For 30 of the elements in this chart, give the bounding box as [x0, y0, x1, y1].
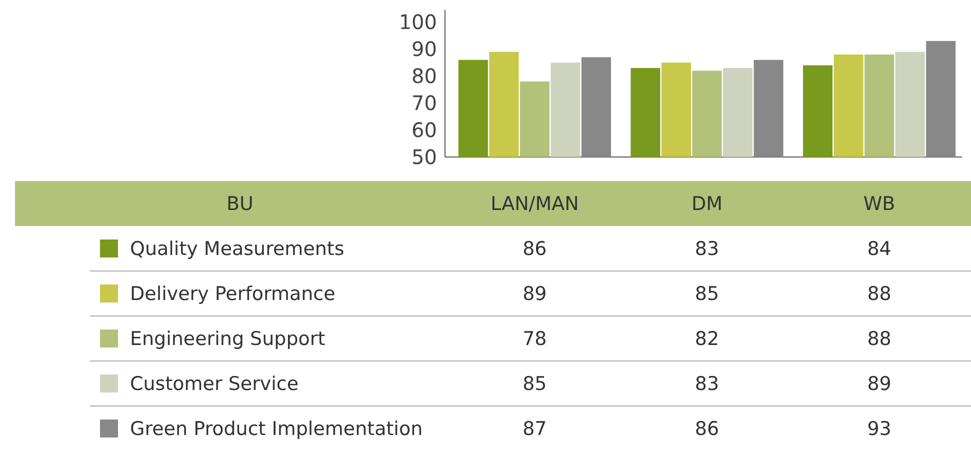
x-tick-label: DM [691, 193, 723, 216]
data-label: 88 [867, 283, 892, 306]
x-tick-label: LAN/MAN [490, 193, 579, 216]
y-tick-label: 80 [412, 64, 437, 88]
y-tick-label: 60 [412, 118, 437, 142]
data-label: 93 [867, 418, 892, 440]
y-tick-label: 50 [412, 145, 437, 169]
data-label: 86 [694, 418, 720, 440]
y-tick-label: 70 [412, 91, 437, 116]
data-label: 88 [867, 328, 892, 350]
data-label: 85 [694, 283, 720, 306]
data-label: 78 [522, 328, 547, 350]
data-label: 85 [522, 373, 547, 396]
data-label: 83 [694, 238, 720, 260]
data-label: 89 [867, 373, 892, 396]
x-tick-label: WB [863, 193, 896, 216]
legend-label: Green Product Implementation [130, 418, 423, 440]
legend-label: Quality Measurements [130, 238, 344, 260]
legend-label: Delivery Performance [130, 283, 336, 306]
data-label: 87 [522, 418, 547, 440]
data-label: 86 [522, 238, 547, 260]
data-label: 82 [694, 328, 720, 350]
data-label: 83 [694, 373, 720, 396]
y-tick-label: 90 [412, 37, 437, 62]
legend-label: Customer Service [130, 373, 299, 396]
data-label: 84 [867, 238, 892, 260]
data-label: 89 [522, 283, 547, 306]
y-tick-label: 100 [398, 10, 437, 34]
legend-title: BU [226, 193, 254, 216]
legend-label: Engineering Support [130, 328, 326, 350]
